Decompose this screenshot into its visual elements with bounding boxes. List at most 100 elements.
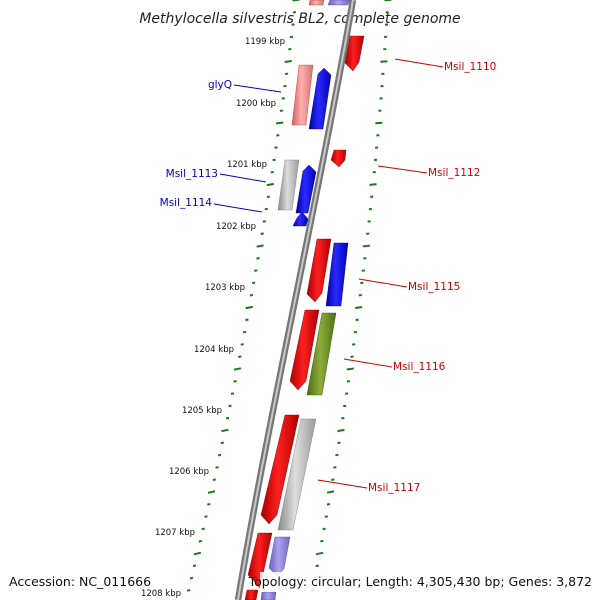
leader-line-msil1112 (377, 165, 428, 174)
leader-line-msil1114 (213, 203, 263, 213)
kbp-scale-right (310, 0, 392, 592)
kbp-minor-tick (225, 416, 230, 420)
genome-backbone-highlight (237, 0, 354, 600)
gene-feature-msil1115-blue (325, 242, 349, 307)
kbp-minor-tick (228, 404, 232, 408)
kbp-minor-tick (233, 380, 237, 383)
gene-label-glyq[interactable]: glyQ (208, 79, 232, 91)
leader-line-msil1113 (219, 173, 267, 183)
kbp-minor-tick (192, 564, 197, 568)
gene-feature-1208-red (244, 589, 259, 600)
kbp-label: 1206 kbp (169, 467, 209, 477)
kbp-label: 1205 kbp (182, 406, 222, 416)
gene-feature-msil1117-red (260, 414, 300, 525)
leader-line-msil1117 (317, 479, 368, 489)
kbp-label: 1203 kbp (205, 283, 245, 293)
features-left (244, 64, 332, 600)
kbp-minor-tick (254, 269, 258, 272)
kbp-minor-tick (204, 515, 208, 518)
kbp-major-tick (326, 490, 335, 494)
footer-accession: Accession: NC_011666 (9, 574, 151, 589)
kbp-minor-tick (260, 232, 264, 235)
gene-label-msil1114[interactable]: Msil_1114 (160, 197, 213, 209)
kbp-scale-left (186, 0, 300, 592)
kbp-minor-tick (331, 478, 335, 481)
kbp-minor-tick (326, 503, 331, 506)
footer-topology-bg (260, 572, 594, 592)
gene-labels-right: Msil_1110 Msil_1112 Msil_1115 Msil_1116 … (368, 61, 496, 494)
gene-feature-msil1114-blue (292, 211, 309, 227)
kbp-major-tick (362, 244, 370, 248)
gene-feature-1207-lavender (268, 536, 291, 577)
footer-topology: Topology: circular; Length: 4,305,430 bp… (248, 574, 592, 589)
kbp-minor-tick (212, 478, 216, 481)
gene-label-msil1112[interactable]: Msil_1112 (428, 167, 480, 179)
kbp-minor-tick (249, 293, 254, 297)
gene-label-msil1110[interactable]: Msil_1110 (444, 61, 496, 73)
kbp-major-tick (380, 60, 388, 63)
gene-label-msil1117[interactable]: Msil_1117 (368, 482, 420, 494)
kbp-label: 1208 kbp (141, 589, 181, 599)
gene-feature-msil1115-red (306, 238, 332, 303)
gene-feature-msil1116-red (289, 309, 320, 391)
kbp-minor-tick (207, 503, 211, 506)
kbp-minor-tick (217, 453, 222, 457)
gene-feature-msil1110 (344, 35, 365, 72)
kbp-major-tick (256, 244, 264, 248)
kbp-minor-tick (242, 330, 247, 334)
gene-labels-left: glyQ Msil_1113 Msil_1114 (160, 79, 232, 209)
kbp-minor-tick (315, 564, 319, 568)
kbp-major-tick (193, 551, 202, 556)
kbp-minor-tick (198, 539, 203, 543)
gene-label-msil1116[interactable]: Msil_1116 (393, 361, 446, 373)
gene-label-msil1115[interactable]: Msil_1115 (408, 281, 460, 293)
kbp-major-tick (221, 428, 229, 433)
kbp-minor-tick (251, 281, 256, 285)
kbp-major-tick (355, 306, 363, 309)
kbp-minor-tick (320, 539, 324, 543)
kbp-label: 1199 kbp (245, 37, 285, 47)
gene-feature-glyq-blue (308, 67, 332, 130)
kbp-major-tick (369, 183, 377, 186)
kbp-major-tick (233, 367, 242, 371)
kbp-label: 1204 kbp (194, 345, 234, 355)
kbp-minor-tick (220, 441, 224, 445)
leader-line-glyq (233, 84, 282, 93)
kbp-label: 1207 kbp (155, 528, 195, 538)
kbp-minor-tick (186, 589, 191, 592)
kbp-major-tick (375, 121, 383, 125)
kbp-minor-tick (215, 466, 219, 469)
footer: Accession: NC_011666 Topology: circular;… (9, 572, 594, 592)
leader-line-msil1110 (394, 58, 444, 68)
kbp-major-tick (337, 428, 345, 433)
kbp-minor-tick (238, 355, 242, 358)
gene-feature-top-lavender (327, 0, 351, 6)
gene-feature-msil1117-gray (277, 418, 317, 531)
kbp-major-tick (346, 367, 354, 371)
kbp-minor-tick (324, 515, 328, 518)
gene-feature-msil1112 (330, 149, 347, 168)
kbp-minor-tick (201, 527, 205, 531)
kbp-minor-tick (230, 392, 235, 395)
leader-line-msil1115 (358, 278, 408, 288)
kbp-minor-tick (333, 466, 337, 469)
kbp-minor-tick (189, 576, 194, 580)
gene-feature-top-pink (308, 0, 325, 6)
leader-lines (213, 58, 444, 489)
kbp-major-tick (245, 305, 253, 310)
gene-feature-msil1113-gray (277, 159, 300, 211)
gene-label-msil1113[interactable]: Msil_1113 (166, 168, 218, 180)
features-right (260, 0, 365, 600)
kbp-minor-tick (256, 257, 260, 260)
kbp-minor-tick (245, 318, 249, 322)
kbp-minor-tick (322, 527, 326, 531)
gene-feature-glyq-pink (291, 64, 314, 126)
gene-feature-1207-red (247, 532, 273, 589)
kbp-major-tick (315, 551, 324, 556)
kbp-minor-tick (240, 343, 244, 346)
gene-feature-1208-lavender (260, 591, 277, 600)
gene-feature-msil1113-blue (295, 164, 317, 214)
kbp-label: 1201 kbp (227, 160, 267, 170)
gene-feature-msil1116-olive (306, 312, 337, 396)
